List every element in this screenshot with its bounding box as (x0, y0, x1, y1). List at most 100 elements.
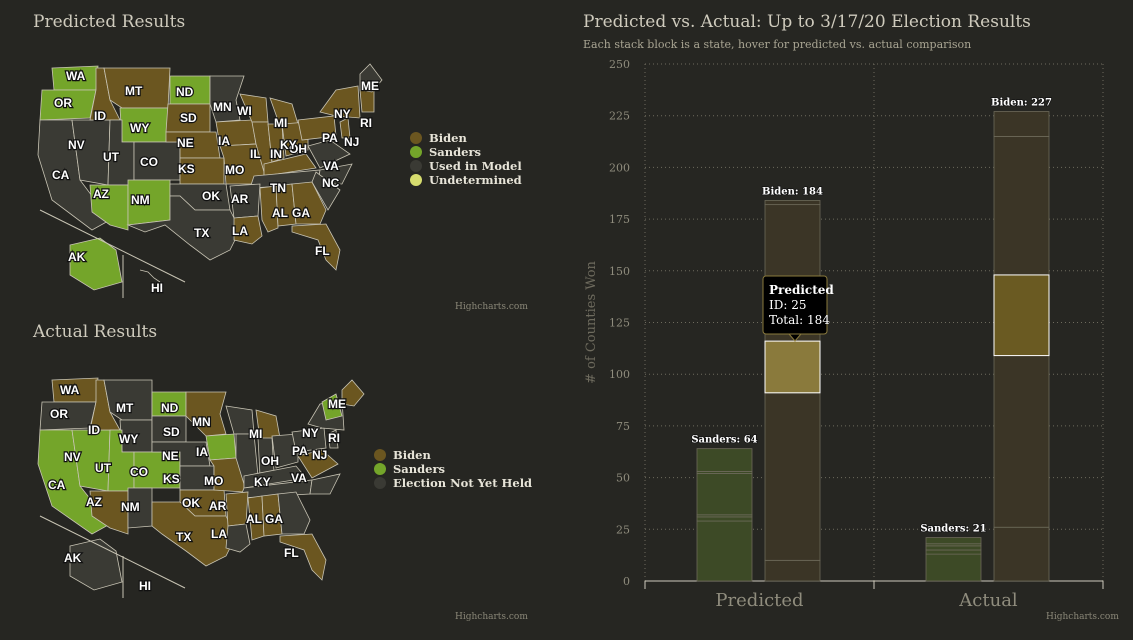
state-ia[interactable] (205, 433, 237, 461)
actual-credit[interactable]: Highcharts.com (455, 612, 528, 622)
actual-map[interactable]: WA OR MT ND ID WY SD MN MI NE IA NV UT C… (30, 376, 390, 600)
state-vt[interactable] (321, 393, 343, 421)
svg-text:AL: AL (272, 206, 288, 220)
predicted-map[interactable]: WA OR MT ND ID WY SD MN WI MI NE IA NV U… (30, 60, 390, 300)
state-ms[interactable] (259, 185, 279, 233)
state-tx[interactable] (126, 195, 241, 261)
legend-item-not-yet-held[interactable]: Election Not Yet Held (374, 476, 532, 490)
state-fl[interactable] (279, 533, 327, 581)
svg-text:FL: FL (315, 244, 330, 258)
state-ak[interactable] (69, 538, 123, 591)
y-tick-label: 200 (609, 161, 630, 174)
state-nj[interactable] (339, 117, 351, 139)
svg-text:TN: TN (270, 181, 286, 195)
state-me[interactable] (359, 63, 383, 93)
state-mn[interactable] (185, 391, 227, 437)
legend-item-biden[interactable]: Biden (374, 448, 532, 462)
bar-total-label: Biden: 227 (991, 98, 1052, 109)
svg-text:PA: PA (322, 131, 338, 145)
state-la[interactable] (233, 215, 263, 245)
svg-text:NY: NY (334, 107, 351, 121)
state-ny[interactable] (319, 85, 361, 119)
svg-text:NE: NE (177, 136, 194, 150)
svg-text:TX: TX (176, 530, 191, 544)
state-ar[interactable] (225, 491, 249, 527)
y-tick-label: 225 (609, 110, 630, 123)
bar-segment (993, 135, 1050, 276)
svg-text:NE: NE (162, 449, 179, 463)
svg-text:AL: AL (246, 512, 262, 526)
bar-segment (925, 545, 982, 551)
svg-text:AK: AK (68, 250, 86, 264)
bar-chart-credit[interactable]: Highcharts.com (1046, 612, 1119, 622)
legend-dot (410, 132, 422, 144)
bar-segment (696, 516, 753, 522)
svg-text:HI: HI (151, 281, 163, 295)
y-tick-label: 175 (609, 213, 630, 226)
svg-text:OR: OR (50, 407, 68, 421)
bar-total-label: Sanders: 21 (920, 524, 986, 535)
legend-dot (374, 477, 386, 489)
svg-text:WA: WA (66, 69, 86, 83)
state-new-england[interactable] (359, 89, 375, 113)
bar-segment (925, 553, 982, 582)
state-ga[interactable] (277, 491, 311, 535)
svg-text:OH: OH (261, 454, 279, 468)
state-sc[interactable] (311, 171, 341, 211)
legend-item-used-in-model[interactable]: Used in Model (410, 159, 522, 173)
legend-dot (374, 449, 386, 461)
bar-segment-highlight (993, 274, 1050, 357)
svg-text:NJ: NJ (312, 448, 327, 462)
state-az[interactable] (89, 490, 129, 535)
state-fl[interactable] (291, 223, 341, 271)
state-or[interactable] (39, 401, 97, 431)
state-tx[interactable] (151, 501, 237, 567)
svg-text:CA: CA (48, 478, 66, 492)
legend-item-sanders[interactable]: Sanders (374, 462, 532, 476)
svg-text:ND: ND (176, 85, 194, 99)
svg-text:WY: WY (119, 432, 138, 446)
state-ky[interactable] (243, 465, 307, 489)
state-ga[interactable] (291, 181, 327, 225)
svg-text:AR: AR (231, 192, 249, 206)
svg-text:LA: LA (232, 224, 248, 238)
predicted-credit[interactable]: Highcharts.com (455, 302, 528, 312)
svg-text:MT: MT (125, 84, 143, 98)
legend-dot (410, 146, 422, 158)
legend-item-undetermined[interactable]: Undetermined (410, 173, 522, 187)
state-me[interactable] (341, 379, 365, 407)
state-hi[interactable] (139, 269, 161, 283)
bar-total-label: Biden: 184 (762, 186, 823, 197)
state-va[interactable] (297, 449, 339, 479)
tooltip-heading: Predicted (769, 283, 834, 297)
bar-segment (764, 200, 821, 206)
predicted-map-title: Predicted Results (33, 12, 186, 32)
legend-item-sanders[interactable]: Sanders (410, 145, 522, 159)
state-la[interactable] (225, 523, 251, 553)
state-nc[interactable] (309, 473, 341, 495)
y-tick-label: 50 (616, 472, 630, 485)
svg-text:CO: CO (140, 155, 158, 169)
svg-text:GA: GA (265, 512, 283, 526)
state-pa[interactable] (291, 427, 327, 453)
state-in[interactable] (267, 123, 285, 163)
svg-text:SD: SD (163, 425, 180, 439)
state-oh[interactable] (271, 433, 299, 469)
state-mn[interactable] (209, 75, 245, 123)
state-pa[interactable] (297, 115, 337, 141)
state-az[interactable] (89, 184, 129, 231)
state-nj[interactable] (327, 429, 339, 449)
svg-text:MN: MN (192, 415, 211, 429)
predicted-legend: Biden Sanders Used in Model Undetermined (410, 131, 522, 187)
svg-text:VA: VA (323, 159, 339, 173)
legend-item-biden[interactable]: Biden (410, 131, 522, 145)
svg-text:OH: OH (289, 142, 307, 156)
state-ak[interactable] (69, 237, 123, 291)
bar-chart[interactable]: 0 25 50 75 100 125 150 175 200 225 250 # of Countie… (560, 50, 1120, 630)
svg-text:SD: SD (180, 111, 197, 125)
state-va[interactable] (307, 139, 351, 169)
svg-text:MI: MI (274, 116, 287, 130)
svg-text:PA: PA (292, 444, 308, 458)
predicted-state-labels: WA OR MT ND ID WY SD MN WI MI NE IA NV U… (51, 68, 380, 296)
state-ky[interactable] (263, 153, 317, 177)
